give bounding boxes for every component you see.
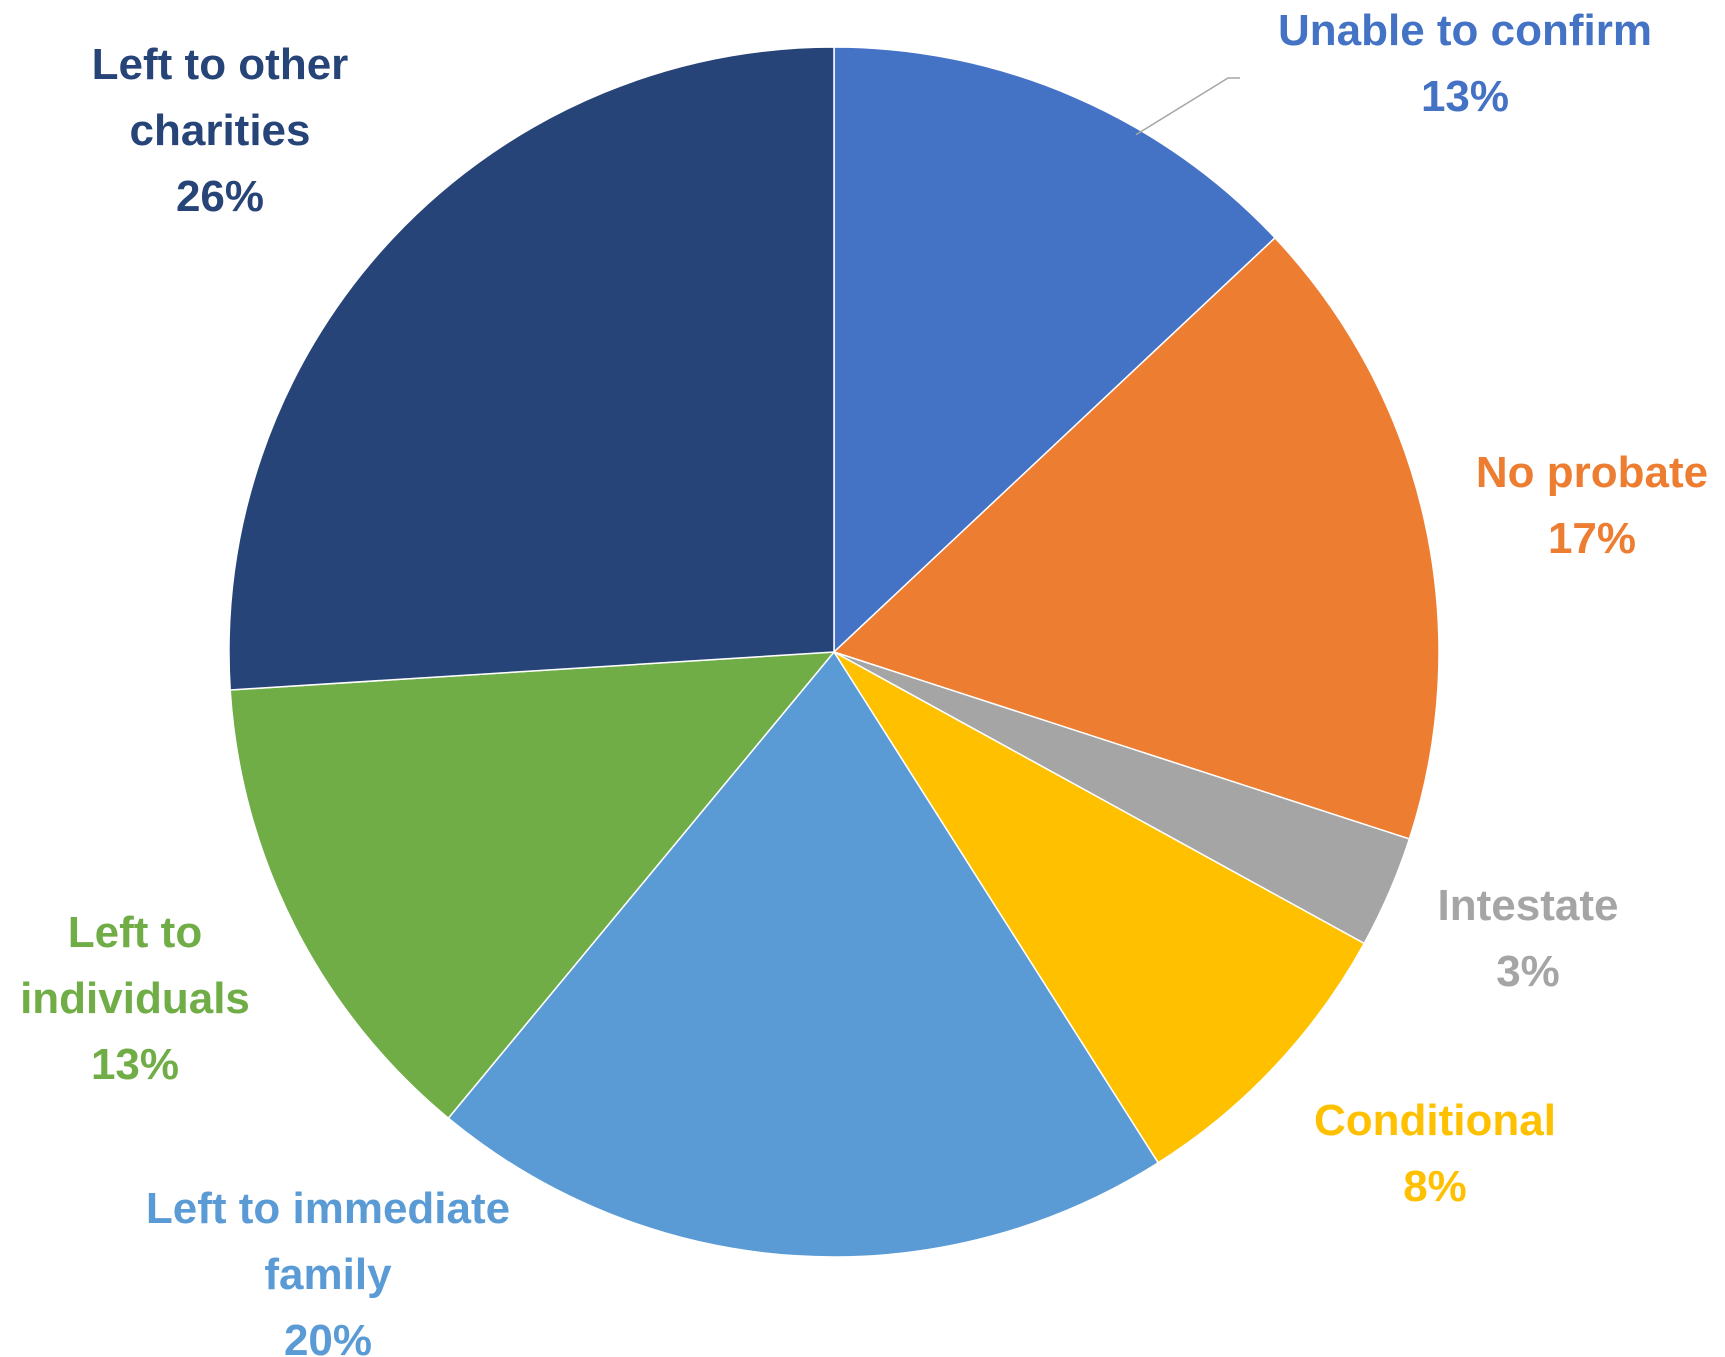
slice-value-label: 17% — [1548, 514, 1636, 563]
pie-slice-5 — [229, 651, 836, 1120]
slice-category-label: Left to immediate — [146, 1184, 510, 1233]
slice-category-label: Left to other — [92, 40, 349, 89]
slice-label-6: Left to other charities 26% — [92, 40, 349, 221]
leader-lines — [1135, 77, 1240, 136]
pie-slices — [228, 46, 1440, 1258]
slice-label-0: Unable to confirm 13% — [1278, 6, 1652, 121]
slice-category-label: No probate — [1476, 448, 1708, 497]
pie-slice-4 — [447, 650, 1160, 1258]
slice-value-label: 3% — [1496, 947, 1560, 996]
slice-labels: Unable to confirm 13% No probate 17% Intesta… — [20, 6, 1708, 1357]
slice-label-3: Conditional 8% — [1314, 1096, 1556, 1211]
slice-value-label: 8% — [1403, 1162, 1467, 1211]
pie-slice-3 — [833, 651, 1366, 1164]
slice-category-label: charities — [130, 106, 311, 155]
slice-category-label: Unable to confirm — [1278, 6, 1652, 55]
pie-slice-0 — [833, 46, 1277, 654]
slice-category-label: Conditional — [1314, 1096, 1556, 1145]
slice-value-label: 20% — [284, 1316, 372, 1357]
slice-label-4: Left to immediate family 20% — [146, 1184, 510, 1357]
slice-category-label: individuals — [20, 974, 250, 1023]
leader-line-0 — [1135, 77, 1240, 136]
slice-label-1: No probate 17% — [1476, 448, 1708, 563]
slice-category-label: Left to — [68, 908, 202, 957]
slice-category-label: family — [264, 1250, 392, 1299]
slice-label-5: Left to individuals 13% — [20, 908, 250, 1089]
pie-slice-6 — [228, 46, 835, 691]
slice-value-label: 13% — [91, 1040, 179, 1089]
slice-value-label: 13% — [1421, 72, 1509, 121]
slice-value-label: 26% — [176, 172, 264, 221]
pie-slice-1 — [832, 236, 1440, 840]
slice-category-label: Intestate — [1438, 881, 1619, 930]
slice-label-2: Intestate 3% — [1438, 881, 1619, 996]
